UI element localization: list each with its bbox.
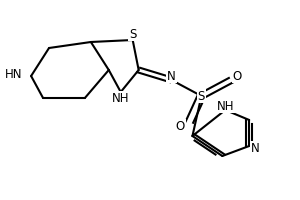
Text: N: N: [167, 70, 176, 82]
Text: NH: NH: [217, 99, 234, 112]
Text: S: S: [129, 27, 136, 40]
Text: NH: NH: [112, 92, 130, 104]
Text: N: N: [251, 142, 260, 154]
Text: S: S: [198, 90, 205, 102]
Text: O: O: [176, 119, 185, 132]
Text: HN: HN: [4, 68, 22, 80]
Text: O: O: [232, 70, 242, 82]
